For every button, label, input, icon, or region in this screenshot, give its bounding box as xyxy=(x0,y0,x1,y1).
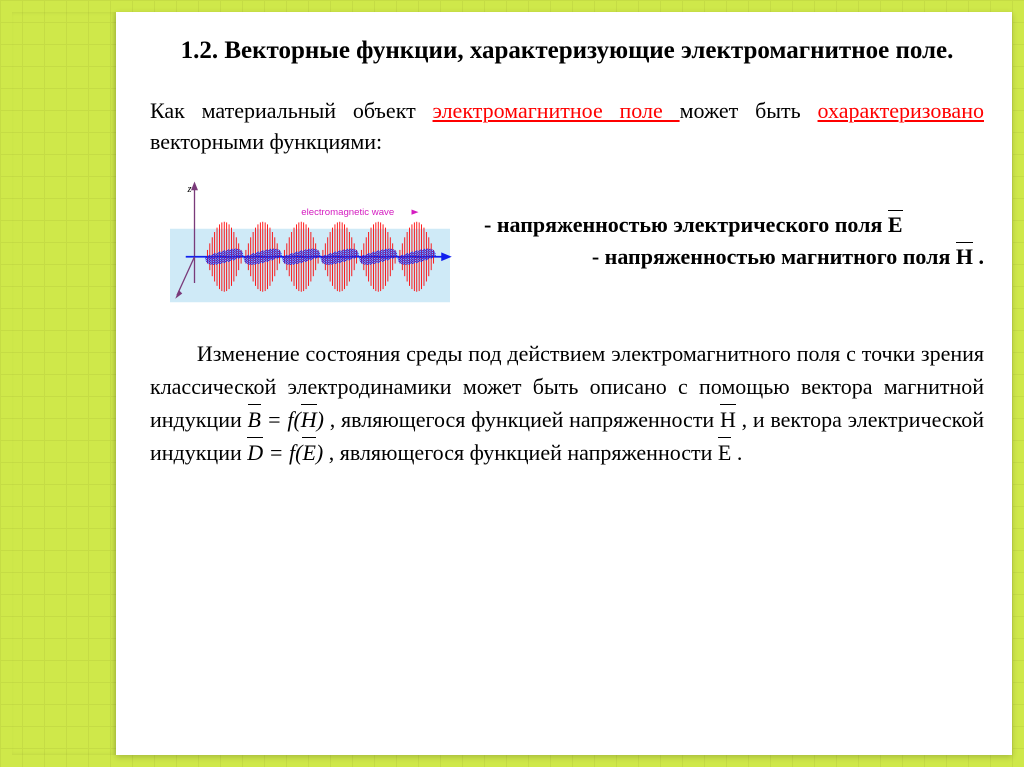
symbol-h-bar: H xyxy=(956,241,973,273)
equation-b: B = f(H) xyxy=(248,407,330,432)
svg-text:electromagnetic wave: electromagnetic wave xyxy=(301,207,394,218)
eq-d-arg: E xyxy=(302,436,315,469)
indent xyxy=(150,341,197,366)
intro-mid: может быть xyxy=(680,98,818,123)
eq-b-fn: f xyxy=(287,407,293,432)
body-text-4: , являющегося функцией напряженности xyxy=(329,440,718,465)
svg-text:z: z xyxy=(187,184,192,195)
intro-paragraph: Как материальный объект электромагнитное… xyxy=(150,96,984,158)
link-characterized: охарактеризовано xyxy=(818,98,984,123)
symbol-e-text: E xyxy=(718,436,731,469)
symbol-h-text: H xyxy=(720,403,736,436)
bullet-e-field: - напряженностью электрического поля E xyxy=(484,209,984,241)
bullet-period: . xyxy=(973,244,984,269)
eq-b-lhs: B xyxy=(248,403,261,436)
bullet-dash: - xyxy=(484,212,497,237)
em-wave-figure: z electromagnetic wave xyxy=(150,171,470,311)
left-margin-strip xyxy=(12,12,116,755)
bullet-h-field: - напряженностью магнитного поля H . xyxy=(484,241,984,273)
body-text-5: . xyxy=(731,440,742,465)
eq-b-arg: H xyxy=(301,403,317,436)
bullet-h-text: напряженностью магнитного поля xyxy=(605,244,956,269)
wave-row: z electromagnetic wave - напряженностью э… xyxy=(150,171,984,311)
body-text-2: , являющегося функцией напряженности xyxy=(330,407,720,432)
em-wave-svg: z electromagnetic wave xyxy=(150,171,470,311)
intro-prefix: Как материальный объект xyxy=(150,98,433,123)
section-title: 1.2. Векторные функции, характеризующие … xyxy=(150,34,984,68)
equation-d: D = f(E) xyxy=(247,440,328,465)
eq-d-fn: f xyxy=(289,440,295,465)
symbol-e-bar: E xyxy=(888,209,903,241)
bullet-dash: - xyxy=(592,244,605,269)
intro-suffix: векторными функциями: xyxy=(150,129,382,154)
field-bullet-list: - напряженностью электрического поля E -… xyxy=(484,209,984,273)
body-paragraph: Изменение состояния среды под действием … xyxy=(150,337,984,469)
eq-d-lhs: D xyxy=(247,436,263,469)
slide-content: 1.2. Векторные функции, характеризующие … xyxy=(116,12,1012,755)
link-em-field: электромагнитное поле xyxy=(433,98,680,123)
bullet-e-text: напряженностью электрического поля xyxy=(497,212,888,237)
